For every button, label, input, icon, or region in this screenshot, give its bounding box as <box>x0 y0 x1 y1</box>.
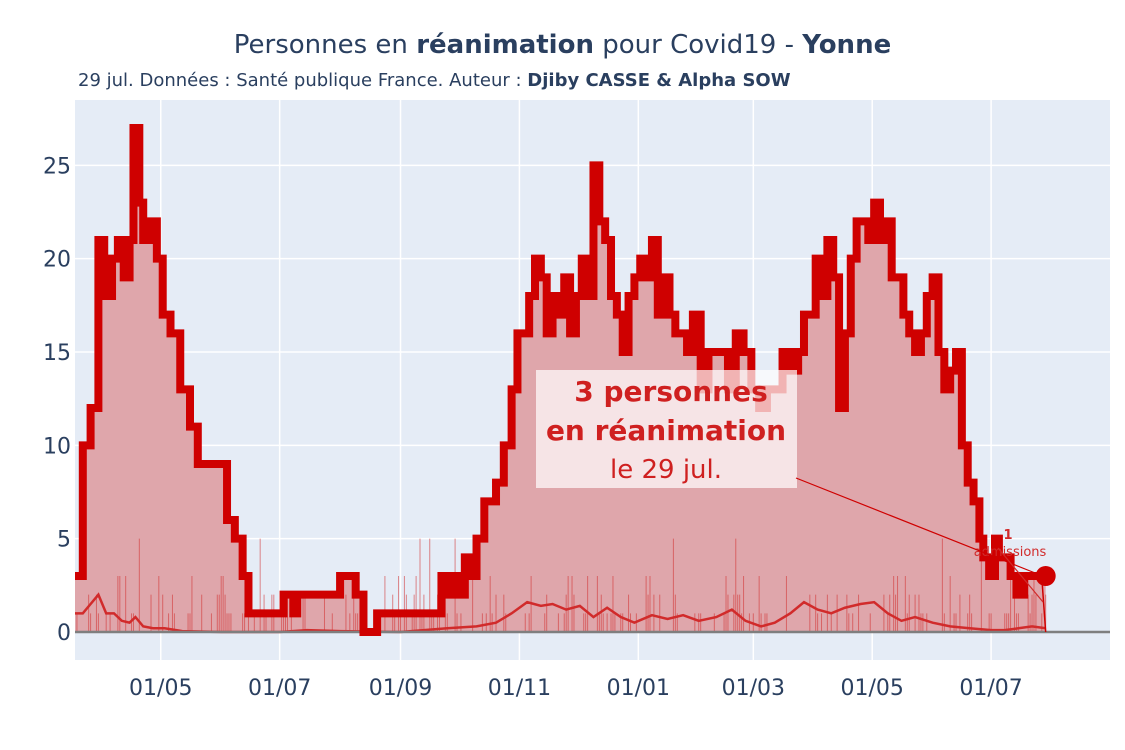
x-tick-label: 01/07 <box>959 676 1022 701</box>
x-tick-label: 01/03 <box>722 676 785 701</box>
subtitle-authors: Djiby CASSE & Alpha SOW <box>527 70 791 91</box>
y-tick-label: 15 <box>43 341 71 366</box>
x-tick-label: 01/05 <box>129 676 192 701</box>
annotation-arrow <box>795 477 1038 575</box>
subtitle-source: 29 jul. Données : Santé publique France.… <box>78 70 528 91</box>
last-point-marker <box>1035 566 1056 586</box>
y-tick-label: 0 <box>57 621 71 646</box>
x-tick-label: 01/09 <box>369 676 432 701</box>
tick-layer: 0 5 10 15 20 25 01/05 01/07 01/09 01/11 01/01 01/03… <box>43 154 1023 701</box>
admissions-arrow <box>997 547 1044 603</box>
y-tick-label: 20 <box>43 248 71 273</box>
x-tick-label: 01/05 <box>841 676 904 701</box>
title-prefix: Personnes en <box>233 30 417 60</box>
chart-subtitle: 29 jul. Données : Santé publique France.… <box>78 70 791 91</box>
title-keyword: réanimation <box>416 30 594 60</box>
reanimation-line <box>75 124 1046 636</box>
x-tick-label: 01/11 <box>488 676 551 701</box>
y-tick-label: 5 <box>57 528 71 553</box>
y-tick-label: 25 <box>43 154 71 179</box>
admissions-line <box>75 592 1046 634</box>
x-tick-label: 01/01 <box>607 676 670 701</box>
title-department: Yonne <box>802 30 892 60</box>
annotation-line-3: le 29 jul. <box>610 455 722 485</box>
y-tick-label: 10 <box>43 434 71 459</box>
annotation-line-2: en réanimation <box>546 414 786 447</box>
annotation-box <box>536 370 797 488</box>
annotation-line-1: 3 personnes <box>574 375 768 408</box>
title-middle: pour Covid19 - <box>593 30 803 60</box>
admissions-value: 1 <box>1003 528 1012 543</box>
chart-title: Personnes en réanimation pour Covid19 - … <box>0 30 1125 60</box>
line-layer <box>75 124 1110 636</box>
x-tick-label: 01/07 <box>248 676 311 701</box>
annotation-layer: 3 personnes en réanimation le 29 jul. 1 … <box>536 370 1047 603</box>
